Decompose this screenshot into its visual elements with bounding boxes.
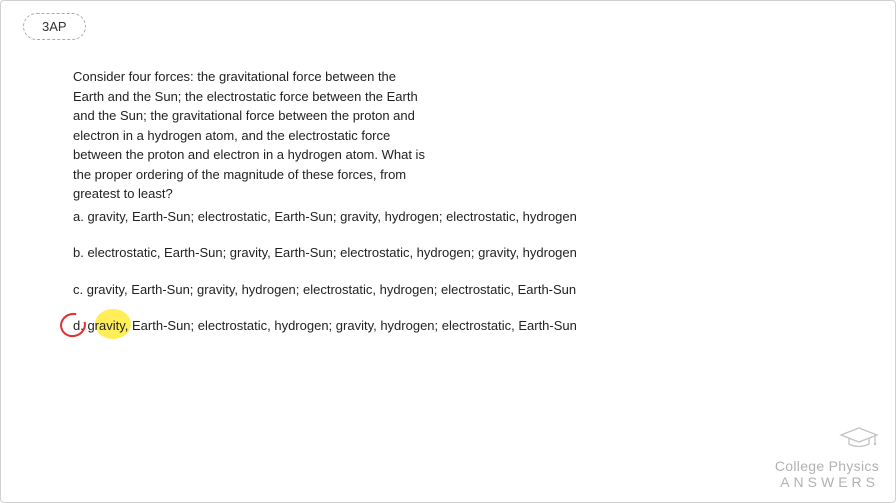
option-c-text: c. gravity, Earth-Sun; gravity, hydrogen… bbox=[73, 282, 576, 297]
option-b: b. electrostatic, Earth-Sun; gravity, Ea… bbox=[73, 243, 855, 263]
question-line: greatest to least? bbox=[73, 184, 433, 204]
brand-subtitle: ANSWERS bbox=[775, 474, 879, 490]
option-d-text: d. gravity, Earth-Sun; electrostatic, hy… bbox=[73, 318, 577, 333]
question-line: between the proton and electron in a hyd… bbox=[73, 145, 433, 165]
option-a-text: a. gravity, Earth-Sun; electrostatic, Ea… bbox=[73, 209, 577, 224]
option-b-text: b. electrostatic, Earth-Sun; gravity, Ea… bbox=[73, 245, 577, 260]
option-c: c. gravity, Earth-Sun; gravity, hydrogen… bbox=[73, 280, 855, 300]
option-d: d. gravity, Earth-Sun; electrostatic, hy… bbox=[73, 316, 855, 336]
brand-name: College Physics bbox=[775, 458, 879, 474]
problem-label-text: 3AP bbox=[42, 19, 67, 34]
question-line: the proper ordering of the magnitude of … bbox=[73, 165, 433, 185]
branding-logo: College Physics ANSWERS bbox=[775, 426, 879, 490]
options-list: a. gravity, Earth-Sun; electrostatic, Ea… bbox=[73, 207, 855, 336]
problem-label: 3AP bbox=[23, 13, 86, 40]
question-line: Consider four forces: the gravitational … bbox=[73, 67, 433, 87]
question-line: electron in a hydrogen atom, and the ele… bbox=[73, 126, 433, 146]
graduation-cap-icon bbox=[839, 426, 879, 450]
content-area: Consider four forces: the gravitational … bbox=[73, 67, 855, 336]
question-text: Consider four forces: the gravitational … bbox=[73, 67, 433, 204]
question-line: and the Sun; the gravitational force bet… bbox=[73, 106, 433, 126]
question-line: Earth and the Sun; the electrostatic for… bbox=[73, 87, 433, 107]
option-a: a. gravity, Earth-Sun; electrostatic, Ea… bbox=[73, 207, 855, 227]
